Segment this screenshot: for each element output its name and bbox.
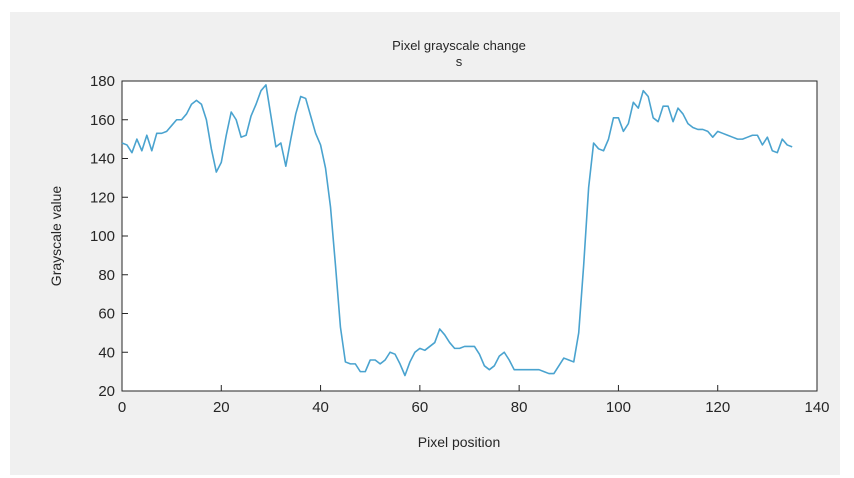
y-tick-label: 120 <box>90 189 115 206</box>
chart-title: Pixel grayscale change <box>392 38 526 53</box>
x-axis-ticks: 0 20 40 60 80 100 120 140 <box>118 385 830 416</box>
x-tick-label: 140 <box>804 399 829 416</box>
y-tick-label: 40 <box>98 344 115 361</box>
y-tick-label: 100 <box>90 228 115 245</box>
x-tick-label: 80 <box>511 399 528 416</box>
x-tick-label: 60 <box>412 399 429 416</box>
x-tick-label: 100 <box>606 399 631 416</box>
x-tick-label: 0 <box>118 399 126 416</box>
series-line <box>121 84 793 377</box>
y-tick-label: 80 <box>98 267 115 284</box>
chart-subtitle: s <box>456 54 463 69</box>
y-tick-label: 60 <box>98 306 115 323</box>
x-axis-label: Pixel position <box>418 434 501 450</box>
series-group <box>121 84 793 377</box>
line-chart: Pixel grayscale change s Pixel position … <box>48 38 830 450</box>
y-axis-label: Grayscale value <box>48 186 64 287</box>
y-axis-ticks: 20 40 60 80 100 120 140 160 180 <box>90 73 128 400</box>
y-tick-label: 140 <box>90 151 115 168</box>
y-tick-label: 20 <box>98 383 115 400</box>
x-tick-label: 120 <box>705 399 730 416</box>
y-tick-label: 180 <box>90 73 115 90</box>
y-tick-label: 160 <box>90 112 115 129</box>
x-tick-label: 40 <box>312 399 329 416</box>
x-tick-label: 20 <box>213 399 230 416</box>
plot-area <box>121 80 818 392</box>
figure-window: Pixel grayscale change s Pixel position … <box>10 12 840 475</box>
